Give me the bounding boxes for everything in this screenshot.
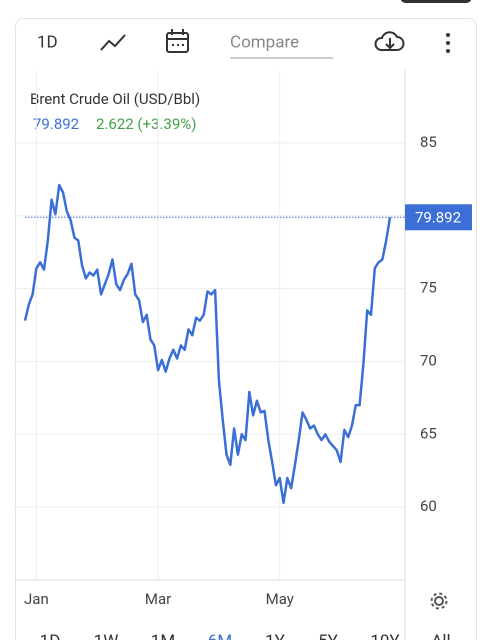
settings-icon[interactable] [430, 592, 448, 610]
x-tick-label: Mar [145, 590, 171, 608]
plot: 606570758085JanMarMay79.892 [15, 70, 472, 640]
last-price-box [405, 204, 472, 231]
y-tick-label: 75 [420, 279, 437, 297]
y-tick-label: 60 [420, 497, 437, 515]
download-icon[interactable] [374, 31, 405, 51]
last-price-label: 79.892 [415, 208, 461, 226]
menu-icon[interactable] [446, 33, 450, 53]
range-tab[interactable]: 1Y [265, 631, 286, 640]
y-tick-label: 85 [420, 133, 437, 151]
price: 79.892 [33, 115, 79, 133]
top-button[interactable] [400, 0, 472, 3]
chart-type-icon[interactable] [100, 34, 126, 51]
card [15, 18, 477, 640]
range-tab[interactable]: 10Y [370, 631, 400, 640]
range-tab[interactable]: 1D [40, 631, 61, 640]
price-line [23, 183, 392, 505]
change: 2.622 (+3.39%) [96, 115, 197, 133]
chart-title: Brent Crude Oil (USD/Bbl) [30, 90, 200, 108]
y-tick-label: 70 [420, 351, 437, 369]
range-tabs: 1D 1W 1M 6M 1Y 5Y 10Y All [40, 631, 451, 640]
range-tab[interactable]: 6M [208, 631, 232, 640]
compare-input[interactable]: Compare [230, 32, 299, 52]
range-tab[interactable]: 1M [151, 631, 175, 640]
x-tick-label: Jan [24, 590, 49, 608]
range-tab[interactable]: All [431, 631, 450, 640]
calendar-icon[interactable] [166, 29, 189, 53]
x-tick-label: May [266, 590, 294, 608]
interval-button[interactable]: 1D [37, 32, 58, 52]
range-tab[interactable]: 5Y [318, 631, 339, 640]
range-tab[interactable]: 1W [94, 631, 119, 640]
y-tick-label: 65 [420, 424, 437, 442]
